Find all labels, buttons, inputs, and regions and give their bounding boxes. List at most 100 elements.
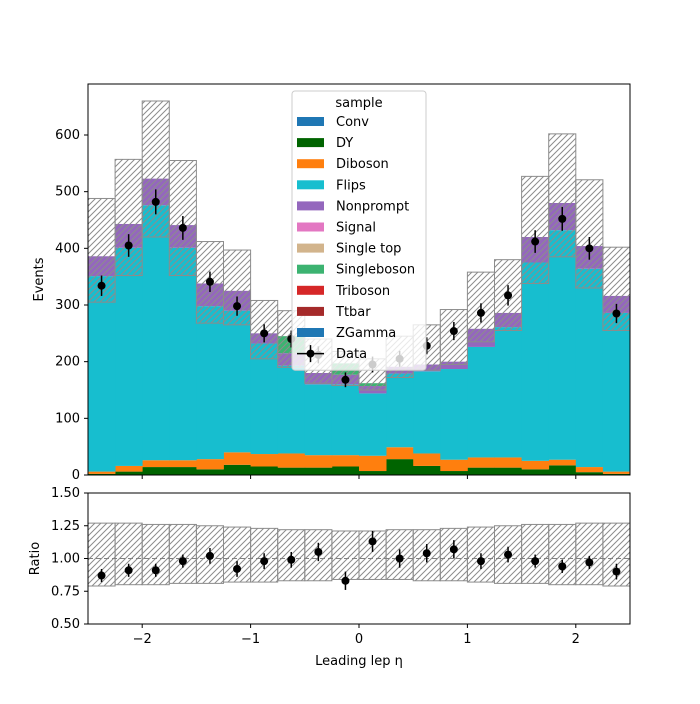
ratio-point	[368, 537, 377, 546]
bar	[88, 473, 116, 475]
bar	[115, 471, 143, 475]
ratio-point	[395, 554, 404, 563]
ratio-point	[205, 551, 214, 560]
main-panel: 0 100 200 300 400 500 600 Events sample Conv DY Dib…	[32, 83, 631, 483]
ratio-panel: 0.50 0.75 1.00 1.25 1.50 −2 −1 0 1 2 Ratio Leading …	[28, 486, 631, 669]
bar	[223, 310, 251, 453]
data-point	[558, 214, 567, 223]
y-tick-label: 1.25	[51, 519, 80, 534]
bar	[196, 469, 224, 475]
bar	[575, 472, 604, 475]
bar	[548, 465, 577, 475]
legend-swatch	[297, 222, 324, 232]
ratio-band-bin	[575, 522, 604, 586]
bar	[88, 471, 116, 474]
legend-swatch	[297, 285, 324, 295]
legend-label: ZGamma	[336, 326, 396, 341]
ratio-y-axis-label: Ratio	[28, 542, 43, 575]
legend-item: Single top	[297, 242, 401, 257]
legend-swatch	[297, 264, 324, 274]
ratio-point	[612, 567, 621, 576]
bar	[331, 455, 360, 467]
bar	[196, 306, 224, 460]
ratio-point	[585, 558, 594, 567]
y-tick-label: 400	[55, 241, 80, 256]
bar	[250, 454, 279, 467]
legend-item: Signal	[297, 221, 376, 236]
legend-label: Singleboson	[336, 263, 415, 278]
bar	[494, 327, 522, 458]
data-point	[233, 302, 242, 311]
ratio-point	[151, 566, 160, 575]
main-y-axis-label: Events	[32, 257, 47, 301]
main-y-ticks: 0 100 200 300 400 500 600	[55, 128, 88, 483]
data-point	[585, 244, 594, 253]
series-dy	[88, 459, 630, 475]
ratio-point	[124, 566, 133, 575]
bar	[602, 473, 630, 475]
y-tick-label: 1.50	[51, 486, 80, 501]
bar	[467, 457, 495, 468]
legend-label: Diboson	[336, 157, 389, 172]
bar	[250, 466, 279, 475]
bar	[142, 467, 170, 475]
bar	[521, 469, 550, 475]
bar	[304, 455, 333, 468]
main-x-ticks	[141, 475, 577, 479]
data-point	[504, 291, 513, 300]
y-tick-label: 0.75	[51, 584, 80, 599]
ratio-y-ticks: 0.50 0.75 1.00 1.25 1.50	[51, 486, 88, 632]
x-tick-label: −1	[241, 632, 260, 647]
bar	[548, 459, 577, 466]
ratio-point	[97, 571, 106, 580]
y-tick-label: 500	[55, 185, 80, 200]
ratio-band-bin	[548, 523, 577, 586]
bar	[169, 467, 197, 475]
bar	[196, 459, 224, 470]
legend-item: Ttbar	[297, 305, 371, 320]
ratio-band-bin	[168, 523, 197, 584]
bar	[115, 247, 143, 466]
bar	[575, 467, 604, 473]
ratio-band-bin	[331, 530, 360, 580]
data-point	[151, 197, 160, 206]
data-point	[260, 329, 269, 338]
data-point	[205, 277, 214, 286]
ratio-points	[97, 530, 621, 590]
bar	[88, 276, 116, 472]
y-tick-label: 0	[72, 468, 80, 483]
y-tick-label: 600	[55, 128, 80, 143]
ratio-point	[449, 545, 458, 554]
bar	[494, 467, 522, 475]
bar	[386, 459, 414, 475]
bar	[169, 460, 197, 468]
bar	[440, 471, 468, 475]
legend-swatch	[297, 180, 324, 190]
legend-item-data: Data	[297, 345, 367, 363]
legend-swatch	[297, 243, 324, 253]
legend-swatch	[297, 201, 324, 211]
legend-label: DY	[336, 136, 353, 151]
bar	[331, 384, 360, 456]
ratio-point	[178, 557, 187, 566]
series-diboson	[88, 447, 630, 474]
ratio-point	[260, 557, 269, 566]
bar	[413, 371, 441, 454]
legend-frame	[291, 90, 427, 371]
bar	[169, 247, 197, 461]
ratio-point	[422, 549, 431, 558]
legend-swatch	[297, 328, 324, 337]
data-point	[531, 237, 540, 246]
bar	[575, 268, 604, 468]
data-point	[449, 327, 458, 336]
ratio-point	[504, 550, 513, 559]
x-tick-label: 0	[355, 632, 363, 647]
y-tick-label: 0.50	[51, 617, 80, 632]
ratio-point	[314, 547, 323, 556]
x-tick-label: −2	[133, 632, 152, 647]
bar	[304, 467, 333, 475]
bar	[277, 365, 306, 454]
ratio-point	[287, 555, 296, 564]
legend-swatch	[297, 138, 324, 148]
